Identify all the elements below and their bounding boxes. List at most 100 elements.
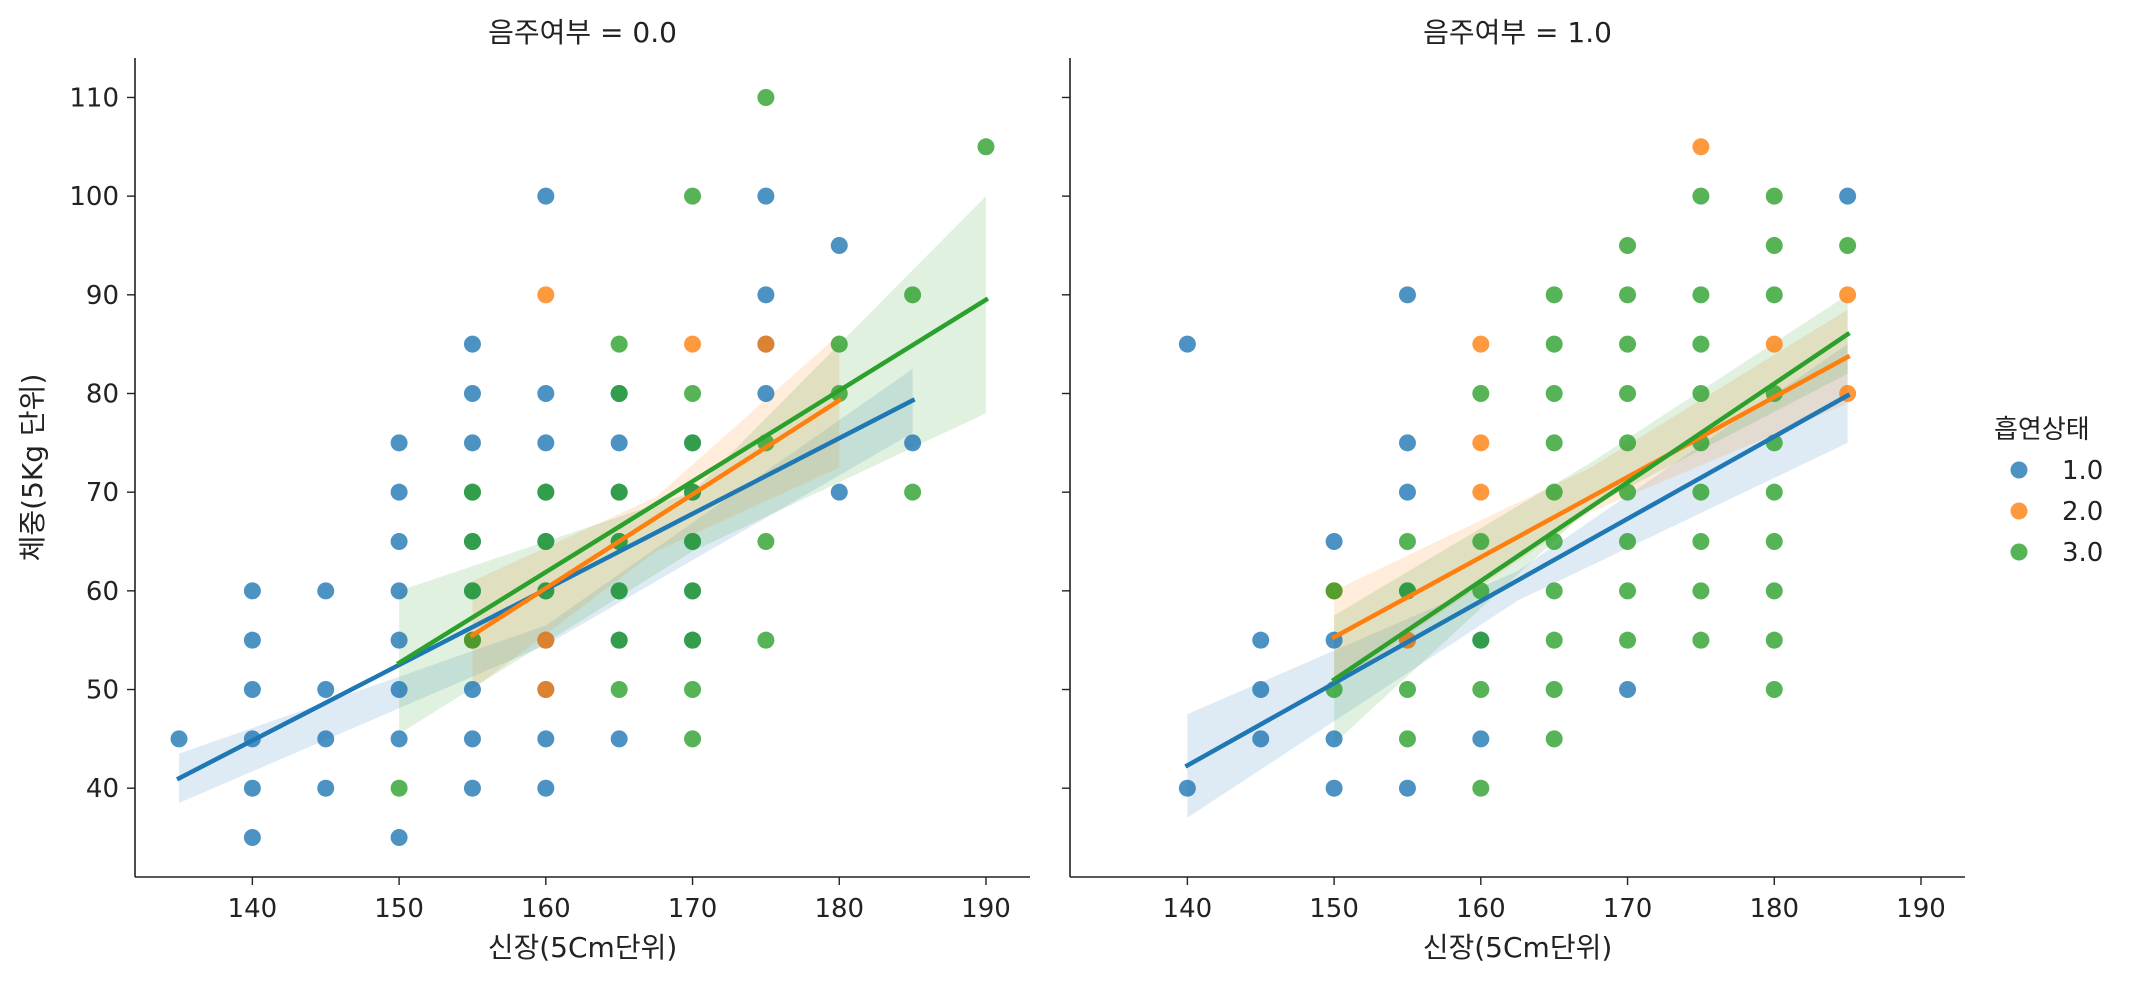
data-point	[243, 829, 261, 847]
data-point	[1545, 483, 1563, 501]
data-point	[390, 582, 408, 600]
data-point	[390, 533, 408, 551]
data-point	[243, 779, 261, 797]
data-point	[684, 631, 702, 649]
data-point	[463, 779, 481, 797]
data-point	[537, 533, 555, 551]
legend-marker	[2010, 461, 2028, 479]
x-tick-label: 170	[668, 894, 718, 924]
legend-title: 흡연상태	[1994, 415, 2090, 445]
regression-line-3.0	[1330, 331, 1851, 683]
data-point	[757, 335, 775, 353]
data-point	[1619, 434, 1637, 452]
data-point	[1692, 631, 1710, 649]
x-tick-label: 160	[1456, 894, 1506, 924]
data-point	[1472, 384, 1490, 402]
data-point	[1619, 286, 1637, 304]
data-point	[610, 483, 628, 501]
data-point	[1325, 533, 1343, 551]
legend-label: 3.0	[2062, 538, 2103, 568]
y-axis-title: 체중(5Kg 단위)	[16, 374, 49, 562]
data-point	[1325, 582, 1343, 600]
x-axis-title: 신장(5Cm단위)	[488, 931, 678, 964]
data-point	[537, 779, 555, 797]
data-point	[317, 730, 335, 748]
data-point	[537, 286, 555, 304]
data-point	[830, 335, 848, 353]
x-tick-label: 140	[1163, 894, 1213, 924]
x-tick-label: 190	[1896, 894, 1946, 924]
data-point	[830, 483, 848, 501]
x-tick-label: 140	[228, 894, 278, 924]
data-point	[1472, 533, 1490, 551]
x-tick-label: 150	[1309, 894, 1359, 924]
data-point	[1765, 236, 1783, 254]
ci-band-2.0	[472, 334, 840, 690]
data-point	[1178, 335, 1196, 353]
data-point	[610, 582, 628, 600]
data-point	[1398, 286, 1416, 304]
ci-band-3.0	[1334, 294, 1848, 744]
data-point	[757, 88, 775, 106]
data-point	[537, 681, 555, 699]
data-point	[1692, 286, 1710, 304]
data-point	[1472, 582, 1490, 600]
data-point	[757, 631, 775, 649]
data-point	[684, 533, 702, 551]
y-tick-label: 110	[69, 83, 119, 113]
data-point	[757, 384, 775, 402]
regression-line-1.0	[1184, 392, 1851, 769]
data-point	[170, 730, 188, 748]
data-point	[1619, 631, 1637, 649]
data-point	[1398, 730, 1416, 748]
panel-title: 음주여부 = 1.0	[1423, 16, 1612, 49]
data-point	[1619, 533, 1637, 551]
x-tick-label: 180	[814, 894, 864, 924]
data-point	[463, 681, 481, 699]
data-point	[1619, 681, 1637, 699]
data-point	[610, 681, 628, 699]
x-tick-label: 190	[961, 894, 1011, 924]
data-point	[904, 286, 922, 304]
data-point	[1692, 533, 1710, 551]
data-point	[684, 434, 702, 452]
data-point	[1619, 582, 1637, 600]
y-tick-label: 50	[86, 676, 119, 706]
data-point	[1545, 335, 1563, 353]
data-point	[390, 829, 408, 847]
data-point	[537, 483, 555, 501]
data-point	[243, 582, 261, 600]
data-point	[1398, 533, 1416, 551]
data-point	[463, 483, 481, 501]
data-point	[830, 236, 848, 254]
data-point	[1472, 681, 1490, 699]
data-point	[610, 335, 628, 353]
legend-marker	[2010, 502, 2028, 520]
data-point	[390, 631, 408, 649]
panel-0: 음주여부 = 0.0 140 150 160 170 180 190 40 50 60 70 80 90…	[16, 16, 1030, 964]
data-point	[1545, 582, 1563, 600]
legend: 흡연상태 1.0 2.0 3.0	[1994, 415, 2103, 568]
y-tick-label: 80	[86, 379, 119, 409]
data-point	[1619, 483, 1637, 501]
data-point	[1619, 236, 1637, 254]
y-tick-label: 60	[86, 577, 119, 607]
data-point	[1765, 582, 1783, 600]
y-tick-label: 90	[86, 281, 119, 311]
data-point	[1545, 434, 1563, 452]
y-tick-label: 40	[86, 774, 119, 804]
data-point	[317, 779, 335, 797]
panel-title: 음주여부 = 0.0	[488, 16, 677, 49]
data-point	[463, 533, 481, 551]
x-tick-label: 170	[1603, 894, 1653, 924]
data-point	[1692, 483, 1710, 501]
data-point	[977, 138, 995, 156]
data-point	[610, 384, 628, 402]
data-point	[1325, 779, 1343, 797]
data-point	[1692, 384, 1710, 402]
data-point	[1692, 335, 1710, 353]
data-point	[1545, 533, 1563, 551]
data-point	[1472, 434, 1490, 452]
x-axis-title: 신장(5Cm단위)	[1423, 931, 1613, 964]
data-point	[904, 483, 922, 501]
